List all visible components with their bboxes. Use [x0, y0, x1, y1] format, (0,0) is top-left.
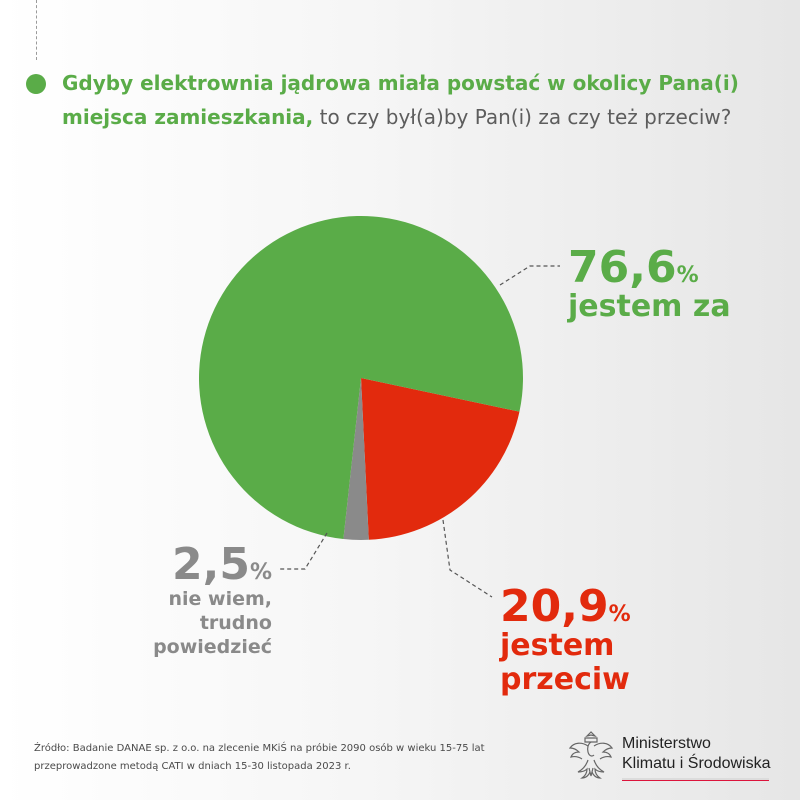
label-jestem-przeciw: 20,9% jestem przeciw — [500, 585, 631, 697]
pie-slice-nie-wiem — [343, 378, 369, 540]
leader-line-za — [499, 265, 560, 286]
percent-sign-przeciw: % — [608, 602, 631, 627]
leader-line-przeciw — [442, 519, 493, 598]
source-note: Źródło: Badanie DANAE sp. z o.o. na zlec… — [34, 740, 504, 776]
value-przeciw: 20,9 — [500, 581, 609, 632]
ministry-name-line-2: Klimatu i Środowiska — [622, 755, 771, 772]
caption-przeciw-1: jestem — [500, 628, 615, 663]
caption-za: jestem za — [568, 289, 731, 324]
label-jestem-za: 76,6% jestem za — [568, 246, 731, 324]
question-title: Gdyby elektrownia jądrowa miała powstać … — [62, 66, 762, 134]
source-line-2: przeprowadzone metodą CATI w dniach 15-3… — [34, 761, 351, 772]
caption-przeciw-2: przeciw — [500, 662, 630, 697]
question-bullet-icon — [26, 74, 46, 94]
question-strong-part: Gdyby elektrownia jądrowa miała powstać … — [62, 71, 739, 129]
flag-underline — [622, 778, 769, 781]
question-rest-part: to czy był(a)by Pan(i) za czy też przeci… — [313, 105, 732, 129]
label-nie-wiem: 2,5% nie wiem, trudno powiedzieć — [150, 543, 272, 659]
percent-sign-za: % — [676, 263, 699, 288]
ministry-name: Ministerstwo Klimatu i Środowiska — [622, 734, 771, 774]
pie-slice-jestem-przeciw — [361, 378, 520, 540]
leader-line-niewiem — [278, 532, 328, 570]
value-za: 76,6 — [568, 242, 677, 293]
value-niewiem: 2,5 — [172, 539, 250, 590]
ministry-logo: Ministerstwo Klimatu i Środowiska — [566, 728, 771, 788]
caption-niewiem-1: nie wiem, — [168, 588, 272, 610]
caption-niewiem-2: trudno — [199, 612, 272, 634]
ministry-name-line-1: Ministerstwo — [622, 735, 711, 752]
percent-sign-niewiem: % — [249, 560, 272, 585]
caption-niewiem-3: powiedzieć — [153, 636, 272, 658]
eagle-emblem-icon — [568, 731, 614, 779]
pie-slice-jestem-za — [198, 215, 523, 540]
decorative-dashed-line — [36, 0, 37, 60]
source-line-1: Źródło: Badanie DANAE sp. z o.o. na zlec… — [34, 743, 485, 754]
